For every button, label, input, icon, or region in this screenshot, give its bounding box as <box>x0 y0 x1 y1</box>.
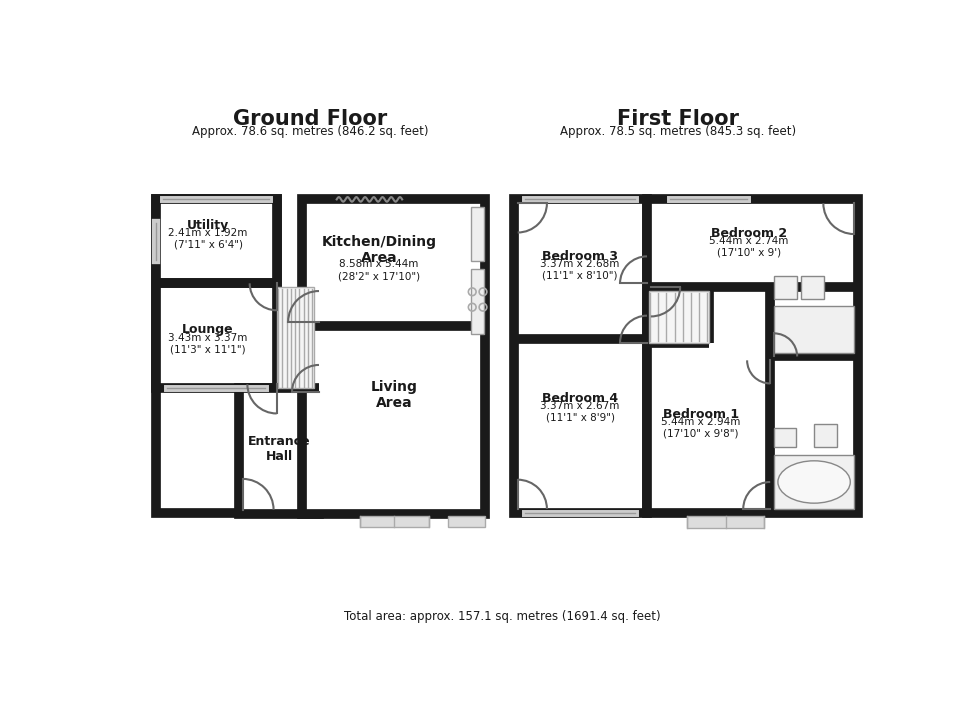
Text: Utility: Utility <box>187 219 229 232</box>
Ellipse shape <box>778 461 851 503</box>
Text: Ground Floor: Ground Floor <box>232 110 387 130</box>
Bar <box>774 428 796 447</box>
Text: Living
Area: Living Area <box>371 380 417 410</box>
Bar <box>687 516 764 528</box>
Bar <box>801 276 824 299</box>
Text: Kitchen/Dining
Area: Kitchen/Dining Area <box>321 235 436 266</box>
Bar <box>239 388 319 513</box>
Text: 3.37m x 2.68m
(11'1" x 8'10"): 3.37m x 2.68m (11'1" x 8'10") <box>540 258 619 281</box>
Text: Entrance
Hall: Entrance Hall <box>248 435 311 463</box>
Text: Total area: approx. 157.1 sq. metres (1691.4 sq. feet): Total area: approx. 157.1 sq. metres (16… <box>344 610 661 623</box>
Bar <box>471 268 484 334</box>
Text: Bedroom 4: Bedroom 4 <box>542 392 618 405</box>
Bar <box>774 455 855 509</box>
Text: Lounge: Lounge <box>182 323 234 336</box>
Text: 3.37m x 2.67m
(11'1" x 8'9"): 3.37m x 2.67m (11'1" x 8'9") <box>540 401 619 423</box>
Text: Bedroom 3: Bedroom 3 <box>542 250 618 263</box>
Text: Approx. 78.6 sq. metres (846.2 sq. feet): Approx. 78.6 sq. metres (846.2 sq. feet) <box>191 125 428 138</box>
Text: 5.44m x 2.74m
(17'10" x 9'): 5.44m x 2.74m (17'10" x 9') <box>709 236 788 257</box>
Bar <box>156 199 276 513</box>
Bar <box>156 199 276 388</box>
Bar <box>302 199 485 513</box>
Text: 3.43m x 3.37m
(11'3" x 11'1"): 3.43m x 3.37m (11'3" x 11'1") <box>169 333 248 354</box>
Bar <box>449 516 485 528</box>
Bar <box>514 199 647 513</box>
Text: First Floor: First Floor <box>616 110 739 130</box>
Bar <box>774 276 797 299</box>
Bar <box>814 424 837 447</box>
Text: Bedroom 1: Bedroom 1 <box>662 408 739 421</box>
Text: Approx. 78.5 sq. metres (845.3 sq. feet): Approx. 78.5 sq. metres (845.3 sq. feet) <box>560 125 796 138</box>
Bar <box>774 306 855 352</box>
Bar <box>360 516 429 528</box>
Bar <box>649 291 709 342</box>
Bar <box>647 199 858 513</box>
Text: Bedroom 2: Bedroom 2 <box>710 227 787 240</box>
Bar <box>276 287 314 388</box>
Text: 8.58m x 5.44m
(28'2" x 17'10"): 8.58m x 5.44m (28'2" x 17'10") <box>338 259 420 281</box>
Text: 5.44m x 2.94m
(17'10" x 9'8"): 5.44m x 2.94m (17'10" x 9'8") <box>662 417 741 438</box>
Bar <box>471 207 484 261</box>
Text: 2.41m x 1.92m
(7'11" x 6'4"): 2.41m x 1.92m (7'11" x 6'4") <box>169 228 248 249</box>
